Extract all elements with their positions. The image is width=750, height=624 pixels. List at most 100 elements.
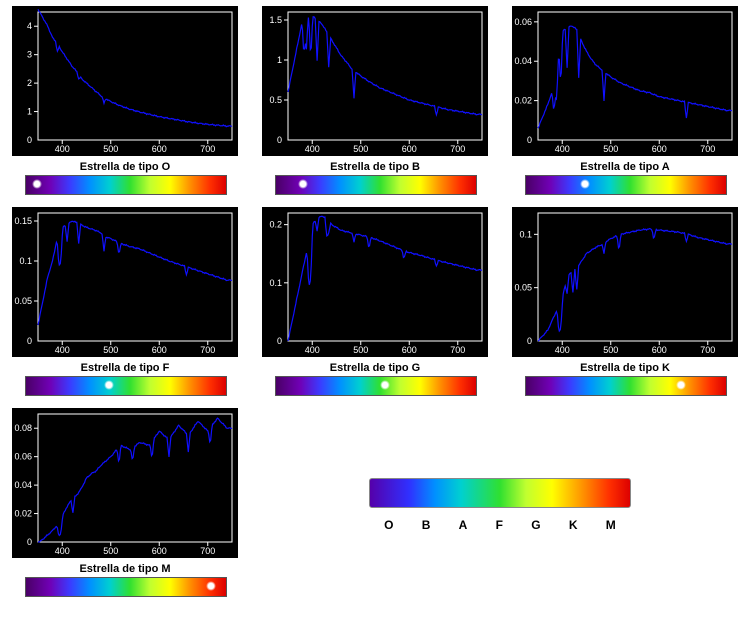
panel-F: 400 500 600 700 0.05 0.1 0.15 0 Estrella de tipo… bbox=[5, 206, 245, 402]
spectrum-bar bbox=[525, 175, 725, 193]
spectrum-plot-M: 4005006007000.020.040.060.080 bbox=[11, 407, 239, 559]
legend-labels: OBAFGKM bbox=[370, 518, 630, 532]
legend-label: G bbox=[531, 518, 540, 532]
svg-text:600: 600 bbox=[152, 546, 167, 556]
panel-title: Estrella de tipo K bbox=[580, 362, 670, 374]
panel-O: 400 500 600 700 1 2 3 4 0 Estrella de tipo O bbox=[5, 5, 245, 201]
svg-text:0.15: 0.15 bbox=[14, 216, 32, 226]
spectrum-bar bbox=[275, 175, 475, 193]
spectrum-gradient bbox=[25, 577, 227, 597]
spectrum-plot-O: 400 500 600 700 1 2 3 4 0 bbox=[11, 5, 239, 157]
legend-label: M bbox=[606, 518, 616, 532]
panel-title: Estrella de tipo F bbox=[81, 362, 170, 374]
svg-text:0.04: 0.04 bbox=[14, 480, 32, 490]
svg-text:0: 0 bbox=[527, 135, 532, 145]
svg-text:400: 400 bbox=[305, 144, 320, 154]
svg-text:600: 600 bbox=[402, 144, 417, 154]
svg-text:500: 500 bbox=[603, 345, 618, 355]
chart-grid: 400 500 600 700 1 2 3 4 0 Estrella de tipo O 400 50… bbox=[5, 5, 750, 603]
svg-text:500: 500 bbox=[353, 345, 368, 355]
legend-panel: OBAFGKM bbox=[255, 407, 745, 603]
svg-text:0.05: 0.05 bbox=[14, 296, 32, 306]
svg-text:0.2: 0.2 bbox=[269, 220, 282, 230]
spectrum-plot-G: 400 500 600 700 0.1 0.2 0 bbox=[261, 206, 489, 358]
spectrum-gradient bbox=[275, 376, 477, 396]
svg-text:4: 4 bbox=[27, 21, 32, 31]
panel-title: Estrella de tipo O bbox=[80, 161, 170, 173]
spectrum-gradient bbox=[25, 376, 227, 396]
svg-text:0.04: 0.04 bbox=[514, 56, 532, 66]
svg-text:500: 500 bbox=[103, 144, 118, 154]
legend-label: F bbox=[496, 518, 503, 532]
svg-text:0.02: 0.02 bbox=[14, 509, 32, 519]
svg-text:2: 2 bbox=[27, 78, 32, 88]
svg-text:1.5: 1.5 bbox=[269, 15, 282, 25]
panel-title: Estrella de tipo A bbox=[580, 161, 669, 173]
panel-title: Estrella de tipo G bbox=[330, 362, 420, 374]
svg-text:700: 700 bbox=[200, 546, 215, 556]
svg-text:0.5: 0.5 bbox=[269, 95, 282, 105]
svg-text:400: 400 bbox=[55, 345, 70, 355]
panel-B: 4005006007000.511.50Estrella de tipo B bbox=[255, 5, 495, 201]
star-marker-icon bbox=[676, 380, 686, 390]
svg-text:1: 1 bbox=[27, 107, 32, 117]
svg-text:0: 0 bbox=[527, 336, 532, 346]
svg-text:0.1: 0.1 bbox=[19, 256, 32, 266]
svg-text:0: 0 bbox=[27, 537, 32, 547]
panel-M: 4005006007000.020.040.060.080Estrella de… bbox=[5, 407, 245, 603]
spectrum-gradient bbox=[25, 175, 227, 195]
svg-text:600: 600 bbox=[152, 345, 167, 355]
spectrum-plot-B: 4005006007000.511.50 bbox=[261, 5, 489, 157]
svg-text:600: 600 bbox=[652, 345, 667, 355]
svg-text:700: 700 bbox=[200, 345, 215, 355]
svg-text:400: 400 bbox=[305, 345, 320, 355]
svg-text:700: 700 bbox=[700, 144, 715, 154]
svg-text:700: 700 bbox=[700, 345, 715, 355]
svg-text:0.1: 0.1 bbox=[519, 229, 532, 239]
svg-text:0.08: 0.08 bbox=[14, 423, 32, 433]
svg-text:500: 500 bbox=[103, 345, 118, 355]
svg-text:700: 700 bbox=[200, 144, 215, 154]
svg-text:0.02: 0.02 bbox=[514, 96, 532, 106]
svg-text:400: 400 bbox=[555, 345, 570, 355]
star-marker-icon bbox=[104, 380, 114, 390]
legend-label: O bbox=[384, 518, 393, 532]
svg-text:0.05: 0.05 bbox=[514, 283, 532, 293]
svg-text:0: 0 bbox=[277, 135, 282, 145]
svg-text:600: 600 bbox=[402, 345, 417, 355]
star-marker-icon bbox=[32, 179, 42, 189]
svg-text:0: 0 bbox=[277, 336, 282, 346]
spectrum-bar bbox=[275, 376, 475, 394]
star-marker-icon bbox=[580, 179, 590, 189]
svg-text:400: 400 bbox=[55, 546, 70, 556]
svg-text:3: 3 bbox=[27, 50, 32, 60]
svg-text:0: 0 bbox=[27, 135, 32, 145]
legend-spectrum-bar bbox=[369, 478, 631, 508]
legend-label: K bbox=[569, 518, 578, 532]
spectrum-plot-F: 400 500 600 700 0.05 0.1 0.15 0 bbox=[11, 206, 239, 358]
spectrum-plot-A: 4005006007000.020.040.060 bbox=[511, 5, 739, 157]
spectrum-gradient bbox=[525, 175, 727, 195]
panel-K: 400 500 600 700 0.05 0.1 0 Estrella de tipo K bbox=[505, 206, 745, 402]
svg-text:500: 500 bbox=[603, 144, 618, 154]
svg-text:0: 0 bbox=[27, 336, 32, 346]
svg-text:600: 600 bbox=[152, 144, 167, 154]
svg-text:0.1: 0.1 bbox=[269, 278, 282, 288]
spectrum-bar bbox=[25, 175, 225, 193]
panel-title: Estrella de tipo M bbox=[79, 563, 170, 575]
svg-text:600: 600 bbox=[652, 144, 667, 154]
star-marker-icon bbox=[206, 581, 216, 591]
svg-text:400: 400 bbox=[555, 144, 570, 154]
spectrum-plot-K: 400 500 600 700 0.05 0.1 0 bbox=[511, 206, 739, 358]
svg-text:1: 1 bbox=[277, 55, 282, 65]
svg-text:400: 400 bbox=[55, 144, 70, 154]
svg-text:700: 700 bbox=[450, 345, 465, 355]
spectrum-bar bbox=[25, 376, 225, 394]
legend-label: B bbox=[422, 518, 431, 532]
spectrum-gradient bbox=[525, 376, 727, 396]
star-marker-icon bbox=[298, 179, 308, 189]
panel-title: Estrella de tipo B bbox=[330, 161, 420, 173]
spectrum-bar bbox=[25, 577, 225, 595]
legend-label: A bbox=[459, 518, 468, 532]
panel-G: 400 500 600 700 0.1 0.2 0 Estrella de tipo G bbox=[255, 206, 495, 402]
